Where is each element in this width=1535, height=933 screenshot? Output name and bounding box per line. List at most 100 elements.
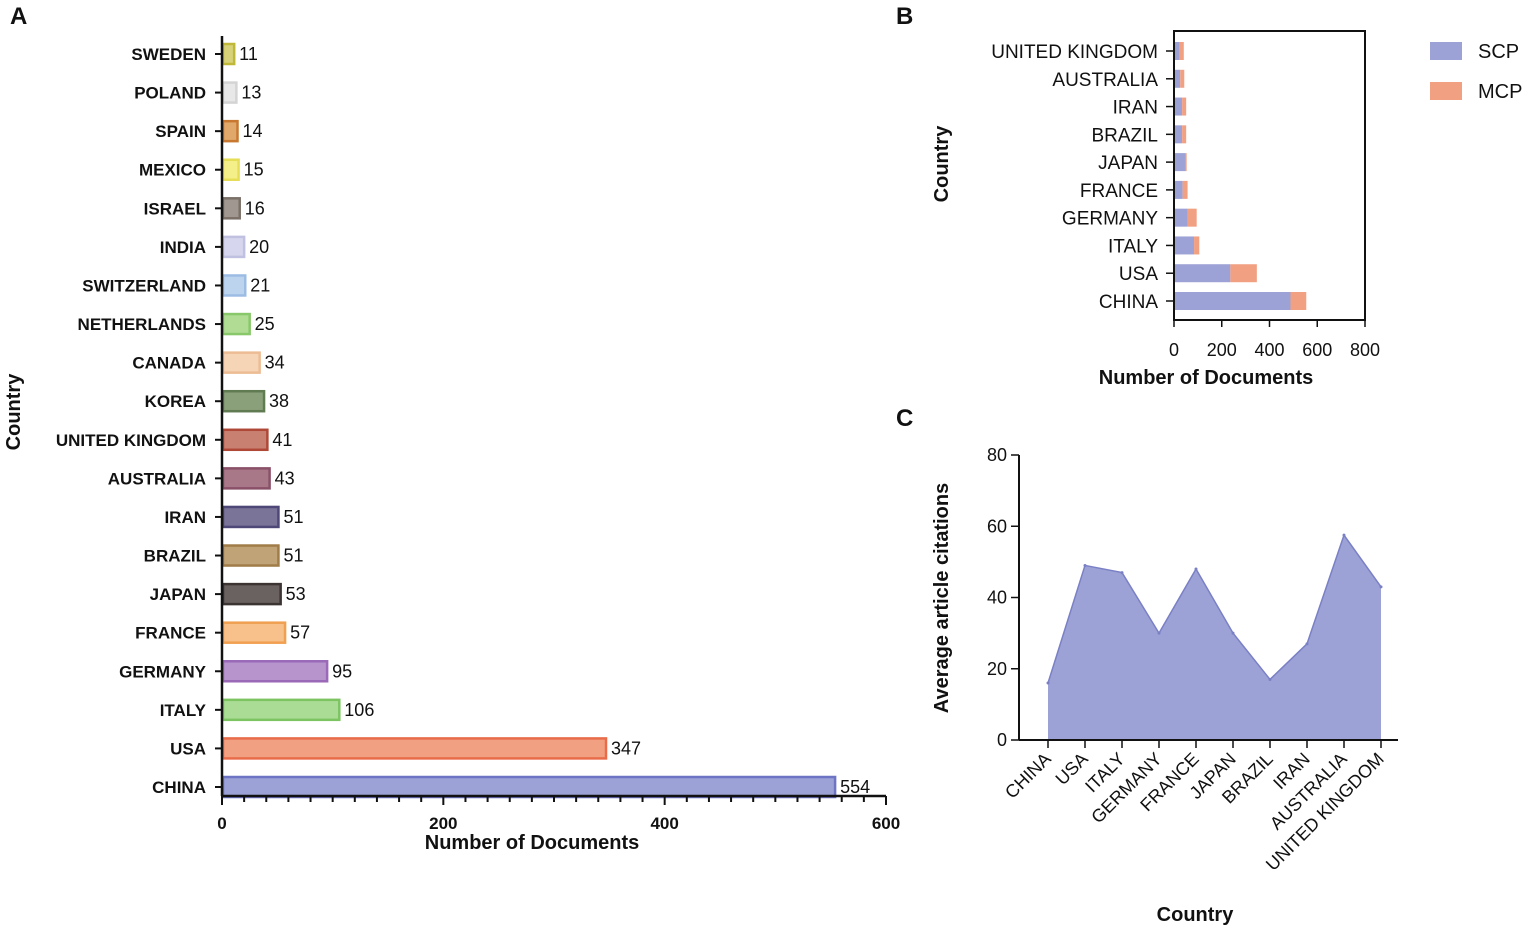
- category-label-germany: GERMANY: [119, 662, 207, 681]
- category-label-iran: IRAN: [164, 508, 206, 527]
- x-tick-label-400: 400: [650, 814, 678, 833]
- data-label-brazil: 51: [283, 546, 303, 566]
- chart-b-legend: SCP MCP: [1430, 41, 1522, 103]
- category-label-usa: USA: [170, 739, 206, 758]
- bar-netherlands: [221, 312, 251, 336]
- y-tick-label-0: 0: [997, 730, 1007, 750]
- bar-italy: [221, 698, 341, 722]
- bar-korea: [221, 389, 266, 413]
- data-label-canada: 34: [265, 353, 285, 373]
- category-label-china: CHINA: [152, 778, 206, 797]
- bar-australia: [221, 467, 271, 490]
- category-label-japan: JAPAN: [1098, 153, 1158, 174]
- data-label-iran: 51: [283, 507, 303, 527]
- category-label-mexico: MEXICO: [139, 161, 206, 180]
- area-point-iran: [1305, 642, 1309, 646]
- bar-brazil: [221, 544, 280, 567]
- category-label-switzerland: SWITZERLAND: [82, 276, 206, 295]
- data-label-usa: 347: [611, 738, 641, 758]
- bar-japan: [221, 582, 282, 606]
- bar-scp-australia: [1174, 69, 1181, 88]
- data-label-australia: 43: [275, 468, 295, 488]
- bar-mcp-iran: [1182, 97, 1187, 116]
- chart-c: 020406080CHINAUSAITALYGERMANYFRANCEJAPAN…: [931, 445, 1398, 926]
- category-label-italy: ITALY: [1108, 236, 1158, 257]
- x-tick-label-0: 0: [217, 814, 226, 833]
- category-label-united-kingdom: UNITED KINGDOM: [991, 42, 1158, 63]
- bar-china: [221, 775, 837, 799]
- bar-scp-germany: [1174, 208, 1188, 227]
- data-label-spain: 14: [242, 121, 262, 141]
- chart-b-ylabel: Country: [931, 125, 953, 203]
- category-label-brazil: BRAZIL: [144, 547, 206, 566]
- y-tick-label-40: 40: [987, 588, 1007, 608]
- bar-mcp-usa: [1230, 264, 1257, 283]
- bar-switzerland: [221, 274, 247, 297]
- data-label-japan: 53: [286, 584, 306, 604]
- bar-israel: [221, 197, 241, 220]
- legend-swatch-mcp: [1430, 82, 1462, 100]
- x-tick-label-600: 600: [1302, 340, 1332, 360]
- bar-mexico: [221, 158, 240, 181]
- area-outline: [1047, 533, 1382, 684]
- chart-b-axes: UNITED KINGDOM AUSTRALIA IRAN BRAZIL JAPAN FR…: [991, 30, 1380, 360]
- category-label-france: FRANCE: [135, 624, 206, 643]
- bar-mcp-italy: [1194, 236, 1200, 255]
- category-label-china: CHINA: [1001, 749, 1055, 803]
- data-label-mexico: 15: [244, 160, 264, 180]
- data-label-poland: 13: [241, 83, 261, 103]
- bar-iran: [221, 505, 280, 529]
- area-point-italy: [1120, 571, 1124, 575]
- category-label-australia: AUSTRALIA: [1052, 70, 1158, 91]
- panel-letter-a: A: [10, 3, 27, 30]
- bar-spain: [221, 119, 239, 143]
- bar-scp-china: [1174, 292, 1291, 310]
- category-label-india: INDIA: [160, 238, 206, 257]
- category-label-italy: ITALY: [160, 701, 207, 720]
- bar-poland: [221, 81, 238, 104]
- category-label-united-kingdom: UNITED KINGDOM: [56, 431, 206, 450]
- y-tick-label-80: 80: [987, 445, 1007, 465]
- bar-france: [221, 621, 287, 644]
- data-label-france: 57: [290, 623, 310, 643]
- data-label-netherlands: 25: [255, 314, 275, 334]
- bar-mcp-australia: [1180, 69, 1185, 88]
- data-label-korea: 38: [269, 391, 289, 411]
- category-label-usa: USA: [1119, 264, 1158, 285]
- x-tick-label-600: 600: [872, 814, 900, 833]
- category-label-australia: AUSTRALIA: [108, 469, 206, 488]
- category-label-korea: KOREA: [145, 392, 206, 411]
- panel-letter-b: B: [896, 3, 913, 30]
- category-label-canada: CANADA: [132, 354, 206, 373]
- area-point-germany: [1157, 631, 1161, 635]
- bar-united-kingdom: [221, 428, 269, 452]
- bar-sweden: [221, 42, 236, 66]
- category-label-netherlands: NETHERLANDS: [78, 315, 206, 334]
- bar-scp-united-kingdom: [1174, 42, 1180, 60]
- chart-a-bars: 11 13 14 15 16 20 21 25 34 38 41 43 51 51 53 57 95 106 347…: [221, 42, 870, 799]
- category-label-brazil: BRAZIL: [1091, 125, 1158, 146]
- data-label-china: 554: [840, 777, 870, 797]
- data-label-israel: 16: [245, 198, 265, 218]
- bar-mcp-france: [1182, 180, 1188, 199]
- bar-mcp-china: [1290, 292, 1307, 310]
- x-tick-label-200: 200: [1207, 340, 1237, 360]
- y-tick-label-60: 60: [987, 516, 1007, 536]
- area-point-france: [1194, 567, 1198, 571]
- chart-a: 11 13 14 15 16 20 21 25 34 38 41 43 51 51 53 57 95 106 347…: [3, 36, 900, 854]
- legend-swatch-scp: [1430, 42, 1462, 60]
- x-tick-label-800: 800: [1350, 340, 1380, 360]
- category-label-japan: JAPAN: [150, 585, 206, 604]
- category-label-china: CHINA: [1099, 292, 1158, 313]
- x-tick-label-0: 0: [1169, 340, 1179, 360]
- data-label-germany: 95: [332, 661, 352, 681]
- chart-a-xlabel: Number of Documents: [425, 832, 639, 854]
- data-label-italy: 106: [344, 700, 374, 720]
- chart-b-xlabel: Number of Documents: [1099, 367, 1313, 389]
- bar-usa: [221, 737, 608, 760]
- area-point-japan: [1231, 631, 1235, 635]
- category-label-germany: GERMANY: [1062, 209, 1158, 230]
- area-point-united-kingdom: [1379, 585, 1383, 589]
- bar-scp-japan: [1174, 153, 1186, 172]
